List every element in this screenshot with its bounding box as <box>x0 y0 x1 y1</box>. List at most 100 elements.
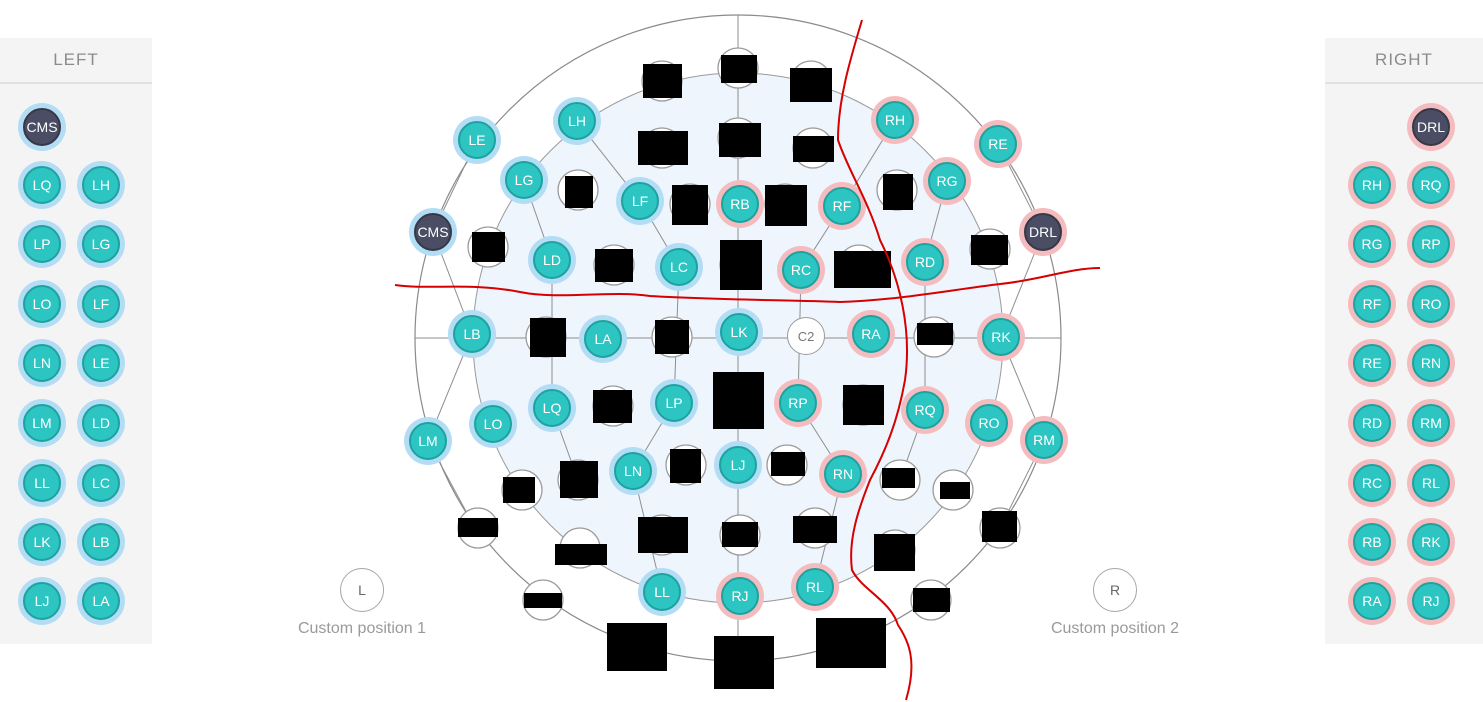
electrode-ll[interactable]: LL <box>643 573 681 611</box>
electrode-le[interactable]: LE <box>82 344 120 382</box>
redaction-block <box>765 185 807 226</box>
redaction-block <box>722 522 758 547</box>
redaction-block <box>670 449 701 483</box>
electrode-rd[interactable]: RD <box>906 243 944 281</box>
electrode-lq[interactable]: LQ <box>533 389 571 427</box>
electrode-rh[interactable]: RH <box>1353 166 1391 204</box>
electrode-cms[interactable]: CMS <box>23 108 61 146</box>
electrode-rp[interactable]: RP <box>1412 225 1450 263</box>
redaction-block <box>555 544 607 565</box>
electrode-lp[interactable]: LP <box>655 384 693 422</box>
electrode-ln[interactable]: LN <box>614 452 652 490</box>
electrode-rf[interactable]: RF <box>823 187 861 225</box>
electrode-lq[interactable]: LQ <box>23 166 61 204</box>
electrode-rb[interactable]: RB <box>721 185 759 223</box>
redaction-block <box>638 131 688 165</box>
redaction-block <box>720 240 762 290</box>
electrode-ln[interactable]: LN <box>23 344 61 382</box>
custom-position-2-button[interactable]: R <box>1093 568 1137 612</box>
redaction-block <box>843 385 884 425</box>
electrode-rc[interactable]: RC <box>1353 464 1391 502</box>
electrode-rk[interactable]: RK <box>982 318 1020 356</box>
electrode-rj[interactable]: RJ <box>721 577 759 615</box>
electrode-rn[interactable]: RN <box>1412 344 1450 382</box>
redaction-block <box>672 185 708 225</box>
electrode-drl[interactable]: DRL <box>1412 108 1450 146</box>
electrode-ld[interactable]: LD <box>533 241 571 279</box>
electrode-lg[interactable]: LG <box>505 161 543 199</box>
electrode-re[interactable]: RE <box>1353 344 1391 382</box>
redaction-block <box>638 517 688 553</box>
custom-position-2[interactable]: R Custom position 2 <box>1036 568 1194 638</box>
electrode-ld[interactable]: LD <box>82 404 120 442</box>
redaction-block <box>530 318 566 357</box>
electrode-rm[interactable]: RM <box>1412 404 1450 442</box>
redaction-block <box>565 176 593 208</box>
custom-position-1[interactable]: L Custom position 1 <box>283 568 441 638</box>
electrode-rm[interactable]: RM <box>1025 421 1063 459</box>
redaction-block <box>595 249 633 282</box>
electrode-rq[interactable]: RQ <box>1412 166 1450 204</box>
redaction-block <box>883 174 913 210</box>
redaction-block <box>503 477 535 503</box>
electrode-lm[interactable]: LM <box>409 422 447 460</box>
electrode-lg[interactable]: LG <box>82 225 120 263</box>
electrode-lj[interactable]: LJ <box>23 582 61 620</box>
electrode-rd[interactable]: RD <box>1353 404 1391 442</box>
electrode-rg[interactable]: RG <box>928 162 966 200</box>
electrode-lp[interactable]: LP <box>23 225 61 263</box>
custom-position-2-label: Custom position 2 <box>1050 620 1180 637</box>
electrode-rl[interactable]: RL <box>1412 464 1450 502</box>
redaction-block <box>771 452 805 476</box>
electrode-rl[interactable]: RL <box>796 568 834 606</box>
electrode-lb[interactable]: LB <box>453 315 491 353</box>
electrode-ra[interactable]: RA <box>1353 582 1391 620</box>
electrode-rq[interactable]: RQ <box>906 391 944 429</box>
electrode-rc[interactable]: RC <box>782 251 820 289</box>
electrode-la[interactable]: LA <box>82 582 120 620</box>
redaction-block <box>655 320 689 354</box>
electrode-ro[interactable]: RO <box>970 404 1008 442</box>
electrode-rn[interactable]: RN <box>824 455 862 493</box>
custom-position-1-button[interactable]: L <box>340 568 384 612</box>
redaction-block <box>719 123 761 157</box>
electrode-rk[interactable]: RK <box>1412 523 1450 561</box>
electrode-la[interactable]: LA <box>584 320 622 358</box>
redaction-block <box>971 235 1008 265</box>
electrode-rh[interactable]: RH <box>876 101 914 139</box>
electrode-rg[interactable]: RG <box>1353 225 1391 263</box>
electrode-lb[interactable]: LB <box>82 523 120 561</box>
left-panel-title: LEFT <box>0 38 152 84</box>
electrode-ro[interactable]: RO <box>1412 285 1450 323</box>
electrode-lf[interactable]: LF <box>621 182 659 220</box>
electrode-lo[interactable]: LO <box>23 285 61 323</box>
electrode-le[interactable]: LE <box>458 121 496 159</box>
redaction-block <box>472 232 505 262</box>
electrode-rp[interactable]: RP <box>779 384 817 422</box>
electrode-c2[interactable]: C2 <box>787 317 825 355</box>
electrode-lm[interactable]: LM <box>23 404 61 442</box>
redaction-block <box>790 68 832 102</box>
electrode-rj[interactable]: RJ <box>1412 582 1450 620</box>
redaction-block <box>560 461 598 498</box>
electrode-ra[interactable]: RA <box>852 315 890 353</box>
electrode-rf[interactable]: RF <box>1353 285 1391 323</box>
redaction-block <box>834 251 891 288</box>
redaction-block <box>714 636 774 689</box>
electrode-ll[interactable]: LL <box>23 464 61 502</box>
electrode-re[interactable]: RE <box>979 125 1017 163</box>
electrode-drl[interactable]: DRL <box>1024 213 1062 251</box>
electrode-lf[interactable]: LF <box>82 285 120 323</box>
custom-position-1-label: Custom position 1 <box>297 620 427 637</box>
electrode-cms[interactable]: CMS <box>414 213 452 251</box>
electrode-rb[interactable]: RB <box>1353 523 1391 561</box>
electrode-lc[interactable]: LC <box>82 464 120 502</box>
electrode-lo[interactable]: LO <box>474 405 512 443</box>
electrode-lj[interactable]: LJ <box>719 446 757 484</box>
electrode-lc[interactable]: LC <box>660 248 698 286</box>
electrode-lk[interactable]: LK <box>23 523 61 561</box>
electrode-lh[interactable]: LH <box>82 166 120 204</box>
electrode-lh[interactable]: LH <box>558 102 596 140</box>
redaction-block <box>713 372 764 429</box>
electrode-lk[interactable]: LK <box>720 313 758 351</box>
